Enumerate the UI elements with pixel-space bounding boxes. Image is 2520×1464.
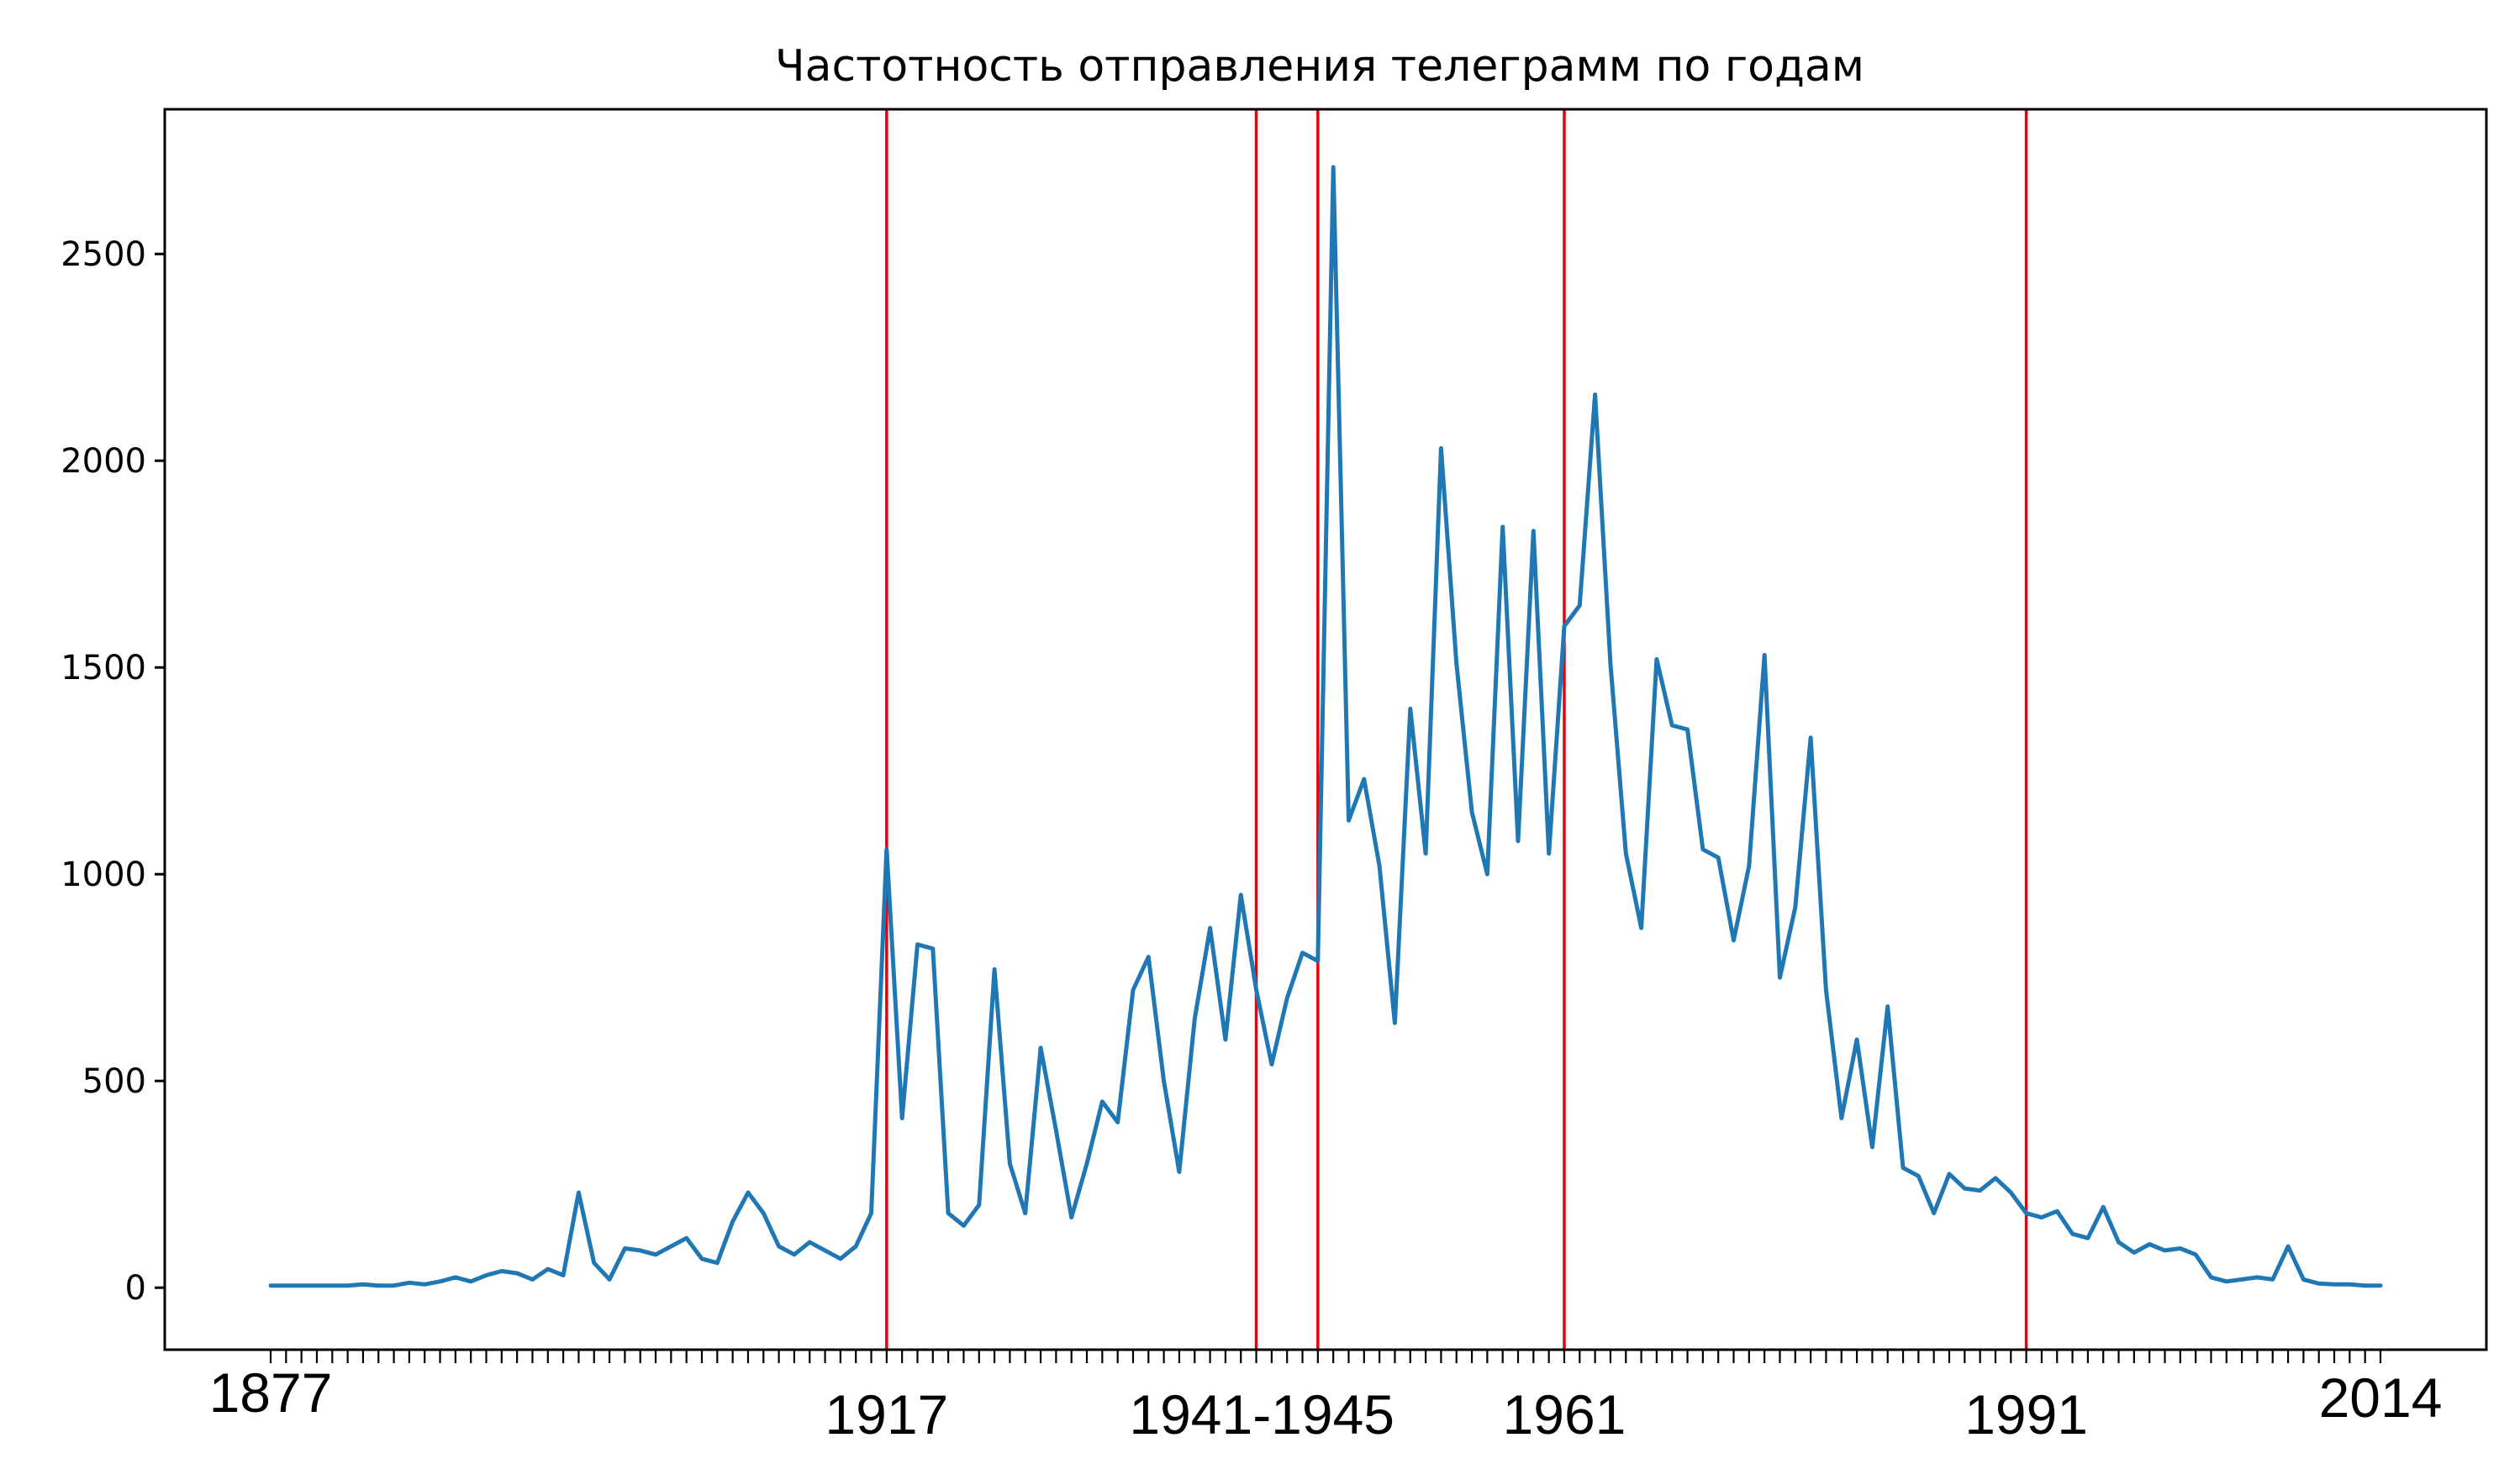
x-tick-label: 1941-1945 — [1129, 1383, 1394, 1446]
x-tick-label: 1961 — [1503, 1383, 1626, 1446]
y-tick-label: 2000 — [61, 442, 146, 481]
y-tick-label: 1500 — [61, 649, 146, 687]
y-axis: 0 500 1000 1500 2000 2500 — [61, 235, 165, 1308]
series-line — [268, 165, 2383, 1288]
x-tick-label: 1991 — [1964, 1383, 2088, 1446]
series-group — [268, 165, 2383, 1288]
chart-title: Частотность отправления телеграмм по год… — [775, 41, 1864, 92]
event-markers — [885, 109, 2028, 1350]
y-tick-label: 1000 — [61, 856, 146, 894]
plot-frame — [163, 108, 2488, 1351]
x-tick-label: 2014 — [2319, 1367, 2443, 1429]
x-axis: 1877 1917 1941-1945 1961 1991 2014 — [209, 1350, 2443, 1446]
x-tick-label: 1917 — [825, 1383, 948, 1446]
x-tick-label: 1877 — [209, 1361, 333, 1424]
y-tick-label: 500 — [82, 1062, 146, 1101]
y-tick-label: 0 — [125, 1269, 146, 1308]
y-tick-label: 2500 — [61, 235, 146, 274]
